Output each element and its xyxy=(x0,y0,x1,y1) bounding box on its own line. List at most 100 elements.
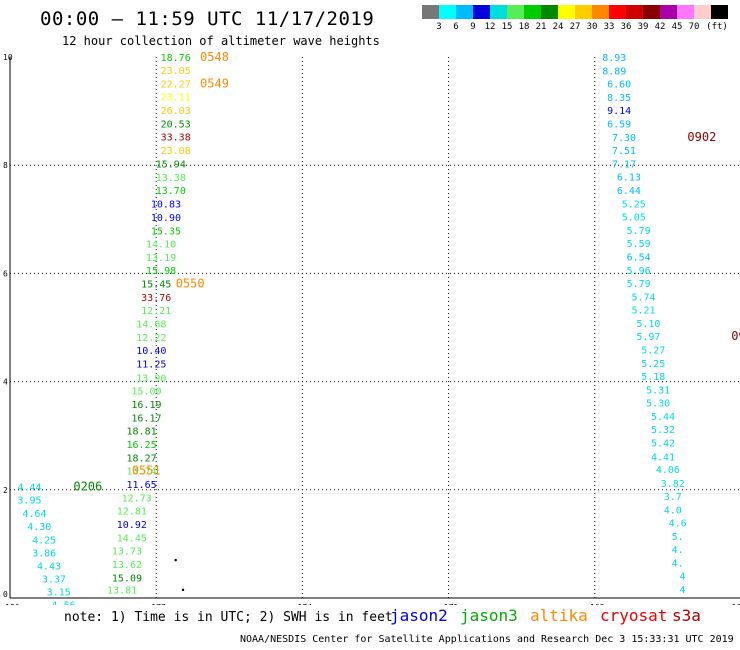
data-point-label: 13.73 xyxy=(112,546,142,557)
data-point-label: 4 xyxy=(680,571,686,582)
data-point-label: 33.76 xyxy=(141,293,171,304)
data-point-label: 4.6 xyxy=(669,518,687,529)
data-point-label: 5.96 xyxy=(627,266,651,277)
legend-label: 45 xyxy=(671,22,683,32)
legend-label: 6 xyxy=(453,22,459,32)
y-tick-label: 0 xyxy=(3,590,8,599)
data-point-label: 14.10 xyxy=(146,240,176,251)
data-point-label: 5.18 xyxy=(641,372,665,383)
legend-label: 12 xyxy=(484,22,496,32)
x-tick-label: -16 xyxy=(727,603,740,605)
x-tick-label: -168 xyxy=(585,603,604,605)
data-point-label: 13.70 xyxy=(156,186,186,197)
data-point-label: 6.54 xyxy=(627,253,651,264)
footnote: note: 1) Time is in UTC; 2) SWH is in fe… xyxy=(64,610,393,625)
legend-swatch xyxy=(439,5,456,19)
data-point-label: 5.21 xyxy=(631,306,655,317)
data-point-label: 12.81 xyxy=(117,506,147,517)
legend-swatch xyxy=(575,5,592,19)
y-tick-label: 10 xyxy=(3,53,13,62)
data-point-label: 3.86 xyxy=(32,549,56,560)
data-point-label: 5.30 xyxy=(646,399,670,410)
y-tick-label: 8 xyxy=(3,161,8,170)
data-point-label: 15.98 xyxy=(146,266,176,277)
data-point-label: 5. xyxy=(672,532,684,543)
data-point-label: 13.90 xyxy=(136,373,166,384)
data-point-label: 20.53 xyxy=(161,120,191,131)
legend-label: 42 xyxy=(654,22,666,32)
data-point-label: 8.93 xyxy=(602,53,626,64)
data-point-label: 16.25 xyxy=(127,440,157,451)
legend-swatch xyxy=(660,5,677,19)
legend-swatch xyxy=(694,5,711,19)
data-point-label: 13.81 xyxy=(107,585,137,596)
legend-swatch xyxy=(422,5,439,19)
legend-swatch xyxy=(643,5,660,19)
data-point-label: 5.59 xyxy=(627,239,651,250)
data-point-label: 14.45 xyxy=(117,533,147,544)
legend-label: 33 xyxy=(603,22,615,32)
data-point-label: 3.7 xyxy=(664,492,682,503)
data-point-label: 5.05 xyxy=(622,213,646,224)
legend-swatch xyxy=(524,5,541,19)
data-point-label: 5.25 xyxy=(622,200,646,211)
data-point-label: 6.59 xyxy=(607,120,631,131)
data-point-label: 5.31 xyxy=(646,386,670,397)
data-point-label: 5.10 xyxy=(636,319,660,330)
time-stamp-label: 09 xyxy=(731,329,740,343)
data-point-label: 12.22 xyxy=(136,333,166,344)
data-point-label: 6.13 xyxy=(617,173,641,184)
time-stamp-label: 0206 xyxy=(73,480,102,494)
data-point-label: 4.41 xyxy=(651,452,675,463)
y-tick-label: 2 xyxy=(3,486,8,495)
data-point-label: 22.27 xyxy=(161,80,191,91)
data-point-label: 5.32 xyxy=(651,425,675,436)
data-point-label: 10.40 xyxy=(136,346,166,357)
data-point-label: 5.25 xyxy=(641,359,665,370)
data-point-label: 4. xyxy=(672,558,684,569)
data-point-label: 4.30 xyxy=(27,522,51,533)
data-point-label: 18.81 xyxy=(127,426,157,437)
wave-height-chart: 0 2 4 6 8 10 -180 -177 -174 -171 -168 -16 18.76 23.05… xyxy=(0,50,740,605)
x-tick-label: -174 xyxy=(293,603,312,605)
credit-line: NOAA/NESDIS Center for Satellite Applica… xyxy=(240,634,734,645)
data-point-label: 15.45 xyxy=(141,280,171,291)
legend-label: 15 xyxy=(501,22,513,32)
legend-swatch xyxy=(490,5,507,19)
data-point-label: 4. xyxy=(672,545,684,556)
legend-label: 39 xyxy=(637,22,649,32)
data-point-label: 15.00 xyxy=(131,386,161,397)
mission-label-jason2: jason2 xyxy=(390,606,448,625)
data-point-label: 23.05 xyxy=(161,66,191,77)
y-tick-label: 4 xyxy=(3,378,8,387)
legend-swatch xyxy=(626,5,643,19)
data-point-label: 33.38 xyxy=(161,133,191,144)
data-point-label: 13.19 xyxy=(146,253,176,264)
legend-label: 3 xyxy=(436,22,442,32)
legend-swatch xyxy=(473,5,490,19)
x-tick-label: -171 xyxy=(439,603,458,605)
legend-label: 24 xyxy=(552,22,564,32)
data-point-label: 6.44 xyxy=(617,186,641,197)
y-tick-label: 6 xyxy=(3,269,8,278)
data-point-label: 3.15 xyxy=(47,588,71,599)
data-point-label: 7.17 xyxy=(612,160,636,171)
mission-label-s3a: s3a xyxy=(672,606,701,625)
legend-swatch xyxy=(456,5,473,19)
legend-swatch xyxy=(558,5,575,19)
data-point-label: 8.35 xyxy=(607,93,631,104)
data-point-label: 8.89 xyxy=(602,67,626,78)
data-point-label: 4.64 xyxy=(22,509,46,520)
data-point-label: 3.95 xyxy=(17,496,41,507)
data-point-label: 3.37 xyxy=(42,575,66,586)
x-tick-label: -180 xyxy=(0,603,19,605)
legend-swatch xyxy=(541,5,558,19)
legend-swatch xyxy=(609,5,626,19)
data-point-label: 10.83 xyxy=(151,200,181,211)
x-tick-label: -177 xyxy=(147,603,166,605)
data-point-label: 4.43 xyxy=(37,562,61,573)
data-point-label: 11.25 xyxy=(136,360,166,371)
legend-label: 70 xyxy=(688,22,700,32)
time-stamp-label: 0548 xyxy=(200,50,229,64)
data-point-label: 14.68 xyxy=(136,320,166,331)
